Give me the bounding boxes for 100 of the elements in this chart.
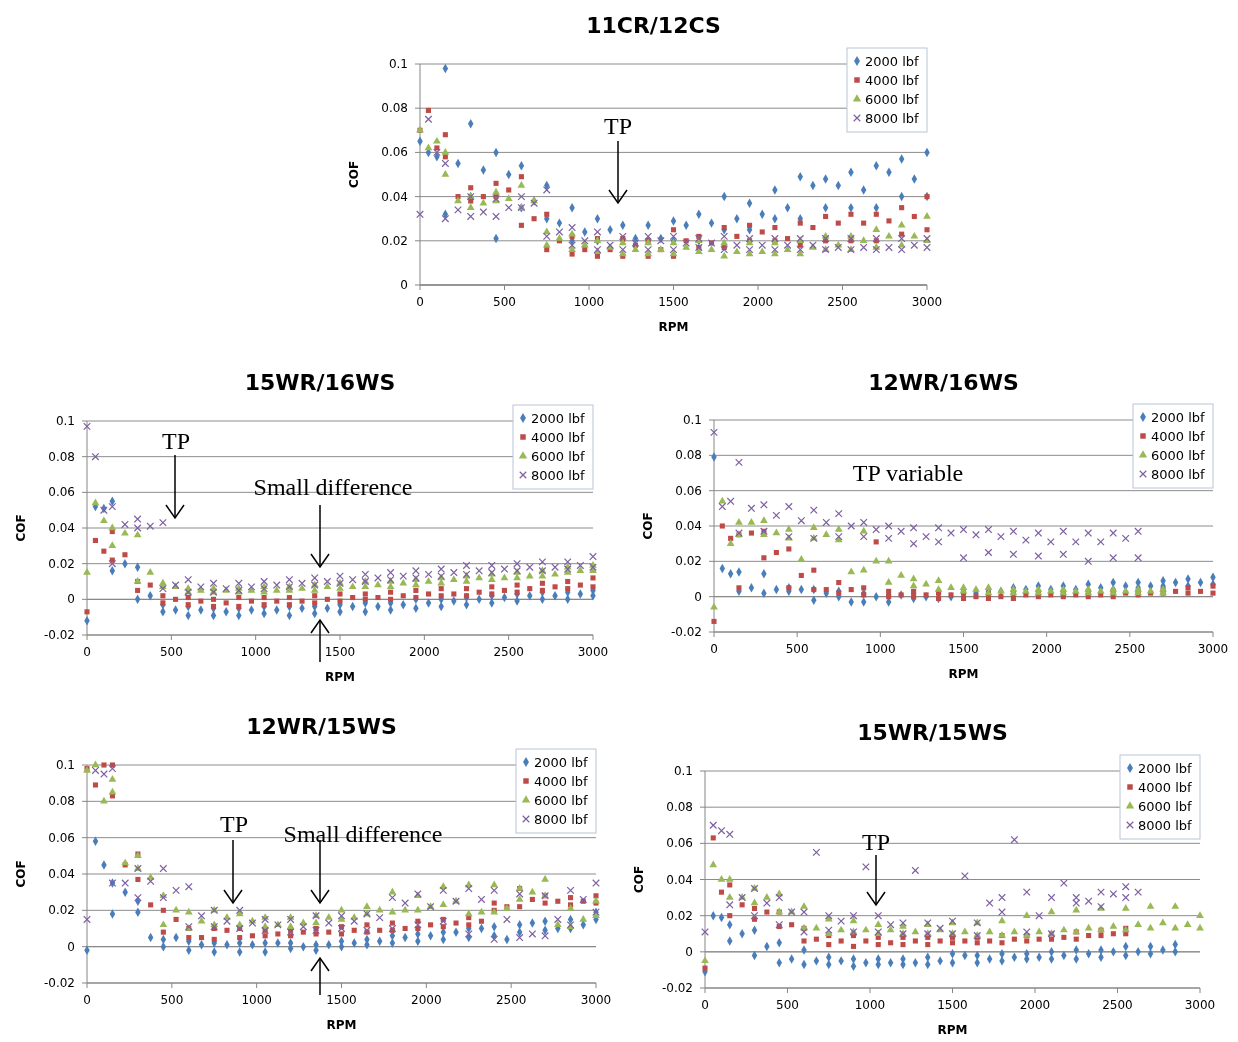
annotation: Small difference — [253, 474, 413, 500]
chart-title: 15WR/15WS — [857, 720, 1008, 745]
legend-label: 4000 lbf — [865, 73, 920, 88]
x-tick-label: 2500 — [1102, 998, 1133, 1012]
x-tick-label: 3000 — [1184, 998, 1216, 1012]
y-tick-label: 0.08 — [48, 794, 75, 809]
x-axis-title: RPM — [937, 1023, 968, 1037]
x-tick-label: 3000 — [911, 295, 943, 309]
y-tick-label: 0.06 — [48, 830, 75, 845]
x-tick-label: 0 — [710, 642, 718, 656]
legend-label: 8000 lbf — [1138, 818, 1193, 833]
y-tick-label: 0.04 — [675, 519, 702, 533]
x-tick-label: 2000 — [1031, 642, 1062, 656]
x-tick-label: 2000 — [409, 645, 440, 659]
legend-label: 6000 lbf — [865, 92, 920, 107]
y-tick-label: 0.08 — [675, 448, 702, 463]
y-axis-title: COF — [347, 160, 361, 189]
x-axis-title: RPM — [658, 320, 689, 334]
legend-label: 2000 lbf — [1151, 410, 1206, 425]
legend-label: 2000 lbf — [534, 755, 589, 770]
x-tick-label: 1500 — [326, 993, 357, 1007]
chart-title: 11CR/12CS — [586, 13, 721, 38]
x-tick-label: 2000 — [1019, 998, 1051, 1012]
x-tick-label: 500 — [785, 642, 809, 656]
y-tick-label: -0.02 — [43, 628, 75, 642]
y-tick-label: -0.02 — [670, 625, 702, 639]
chart-title: 12WR/16WS — [868, 370, 1019, 395]
chart-title: 12WR/15WS — [246, 714, 397, 739]
y-tick-label: 0.1 — [673, 764, 693, 778]
y-tick-label: 0.02 — [666, 908, 693, 923]
y-axis-title: COF — [641, 512, 655, 540]
x-tick-label: 3000 — [577, 645, 609, 659]
y-tick-label: 0.02 — [675, 554, 702, 569]
y-axis-title: COF — [632, 865, 646, 894]
x-tick-label: 500 — [160, 993, 184, 1007]
x-tick-label: 0 — [416, 295, 424, 309]
x-tick-label: 1000 — [240, 645, 271, 659]
annotation: TP — [161, 428, 191, 454]
y-tick-label: 0.02 — [48, 903, 75, 918]
y-tick-label: 0 — [67, 939, 75, 954]
legend-label: 4000 lbf — [534, 774, 589, 789]
x-tick-label: 500 — [776, 998, 799, 1012]
x-tick-label: 0 — [83, 645, 91, 659]
y-tick-label: 0 — [694, 589, 702, 604]
x-tick-label: 0 — [83, 993, 91, 1007]
y-tick-label: -0.02 — [43, 976, 75, 990]
x-axis-title: RPM — [325, 670, 355, 684]
y-tick-label: 0 — [67, 592, 75, 607]
legend-label: 8000 lbf — [1151, 467, 1206, 482]
y-tick-label: 0 — [685, 944, 693, 959]
x-tick-label: 1000 — [854, 998, 886, 1012]
x-tick-label: 500 — [159, 645, 183, 659]
legend-label: 6000 lbf — [531, 449, 586, 464]
y-tick-label: -0.02 — [661, 981, 693, 995]
x-tick-label: 1000 — [573, 295, 605, 309]
legend-label: 4000 lbf — [1138, 780, 1193, 795]
x-tick-label: 500 — [493, 295, 516, 309]
y-tick-label: 0.02 — [48, 556, 75, 571]
x-tick-label: 1500 — [937, 998, 968, 1012]
x-tick-label: 2500 — [1114, 642, 1146, 656]
legend-label: 2000 lbf — [531, 411, 586, 426]
y-tick-label: 0.04 — [666, 872, 693, 887]
x-tick-label: 1000 — [241, 993, 272, 1007]
x-axis-title: RPM — [948, 667, 979, 681]
legend-label: 6000 lbf — [1138, 799, 1193, 814]
y-tick-label: 0.06 — [675, 483, 702, 498]
legend-label: 6000 lbf — [534, 793, 589, 808]
y-tick-label: 0.06 — [381, 145, 408, 160]
y-tick-label: 0.1 — [55, 758, 75, 772]
y-tick-label: 0.06 — [666, 836, 693, 851]
legend-label: 8000 lbf — [534, 812, 589, 827]
x-tick-label: 1500 — [324, 645, 356, 659]
y-tick-label: 0.04 — [48, 867, 75, 881]
x-tick-label: 2500 — [493, 645, 524, 659]
legend-label: 4000 lbf — [1151, 429, 1206, 444]
legend-label: 8000 lbf — [865, 111, 920, 126]
legend-label: 8000 lbf — [531, 468, 586, 483]
annotation: TP variable — [852, 460, 964, 486]
x-tick-label: 2500 — [495, 993, 527, 1007]
x-tick-label: 2000 — [742, 295, 774, 309]
y-tick-label: 0 — [400, 278, 408, 292]
annotation: TP — [861, 829, 891, 855]
x-tick-label: 2000 — [411, 993, 442, 1007]
x-tick-label: 2500 — [827, 295, 858, 309]
y-axis-title: COF — [14, 860, 28, 888]
legend-label: 6000 lbf — [1151, 448, 1206, 463]
legend-label: 4000 lbf — [531, 430, 586, 445]
annotation: TP — [219, 811, 249, 837]
y-tick-label: 0.04 — [48, 521, 75, 535]
y-tick-label: 0.08 — [48, 449, 75, 464]
y-tick-label: 0.1 — [682, 413, 702, 427]
y-tick-label: 0.04 — [381, 189, 408, 204]
y-tick-label: 0.02 — [381, 233, 408, 248]
y-tick-label: 0.08 — [381, 101, 408, 116]
x-tick-label: 1500 — [948, 642, 979, 656]
y-tick-label: 0.06 — [48, 485, 75, 500]
x-tick-label: 3000 — [1197, 642, 1229, 656]
y-tick-label: 0.08 — [666, 800, 693, 815]
y-tick-label: 0.1 — [55, 414, 75, 428]
y-axis-title: COF — [14, 514, 28, 542]
